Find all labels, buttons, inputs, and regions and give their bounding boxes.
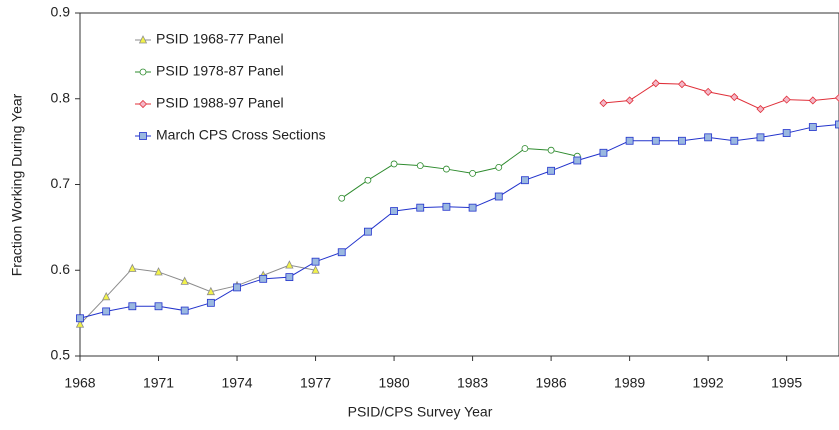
marker [338,194,346,202]
marker [521,176,529,185]
marker [808,96,817,105]
x-tick-label: 1968 [64,375,95,391]
series-line [79,264,316,325]
y-axis-label: Fraction Working During Year [9,93,25,276]
marker [363,227,372,236]
marker [782,129,791,137]
marker [364,176,372,184]
x-tick-label: 1980 [378,375,409,391]
x-tick-label: 1992 [693,375,724,391]
marker [154,267,163,276]
marker [138,35,148,44]
marker [835,120,839,129]
marker [625,96,634,105]
marker [180,276,189,285]
marker [128,302,137,311]
series-line [79,123,839,319]
marker [494,192,503,201]
marker [651,79,660,88]
marker [206,286,216,296]
x-tick-label: 1977 [300,375,331,391]
marker [651,136,660,145]
marker [677,80,687,89]
marker [416,162,424,170]
series-line [341,147,578,199]
legend-label: PSID 1978-87 Panel [156,63,284,79]
marker [756,104,765,114]
marker [154,302,163,311]
marker [139,132,147,140]
x-tick-label: 1995 [771,375,802,391]
marker [337,248,346,257]
marker [599,98,608,108]
x-tick-label: 1971 [143,375,174,391]
marker [547,146,555,154]
y-tick-label: 0.8 [51,89,71,105]
marker [730,92,739,102]
x-tick-label: 1983 [457,375,488,391]
marker [625,136,634,145]
y-tick-label: 0.9 [51,4,71,20]
marker [547,166,556,175]
marker [782,95,791,104]
marker [139,68,147,76]
x-tick-label: 1989 [614,375,645,391]
y-tick-label: 0.7 [51,175,71,191]
marker [206,298,215,307]
marker [704,87,713,96]
y-tick-label: 0.5 [51,347,71,363]
marker [75,319,85,328]
legend-label: March CPS Cross Sections [156,127,326,143]
y-tick-label: 0.6 [51,261,71,277]
x-tick-label: 1986 [536,375,567,391]
marker [573,156,582,165]
marker [128,263,137,272]
marker [233,283,241,292]
marker [756,133,765,142]
marker [521,145,529,152]
marker [495,163,503,171]
marker [180,306,189,315]
marker [138,99,148,109]
marker [416,203,425,212]
marker [259,274,268,283]
marker [443,165,450,173]
legend-label: PSID 1968-77 Panel [156,31,284,47]
marker [704,133,713,142]
legend: PSID 1968-77 Panel PSID 1978-87 Panel PSID… [135,31,326,143]
marker [76,314,84,323]
marker [469,169,476,177]
marker [311,265,320,274]
marker [678,136,686,145]
marker [730,136,739,145]
marker [102,291,111,301]
marker [599,148,608,157]
x-tick-label: 1974 [221,375,252,391]
legend-label: PSID 1988-97 Panel [156,95,284,111]
marker [311,257,320,266]
series-line [603,82,839,110]
marker [285,273,294,282]
marker [442,202,451,211]
marker [285,260,294,269]
marker [390,207,398,215]
marker [102,307,111,316]
marker [390,160,398,168]
marker [808,123,817,131]
marker [468,203,477,212]
x-axis-label: PSID/CPS Survey Year [348,404,493,420]
marker [834,93,839,102]
